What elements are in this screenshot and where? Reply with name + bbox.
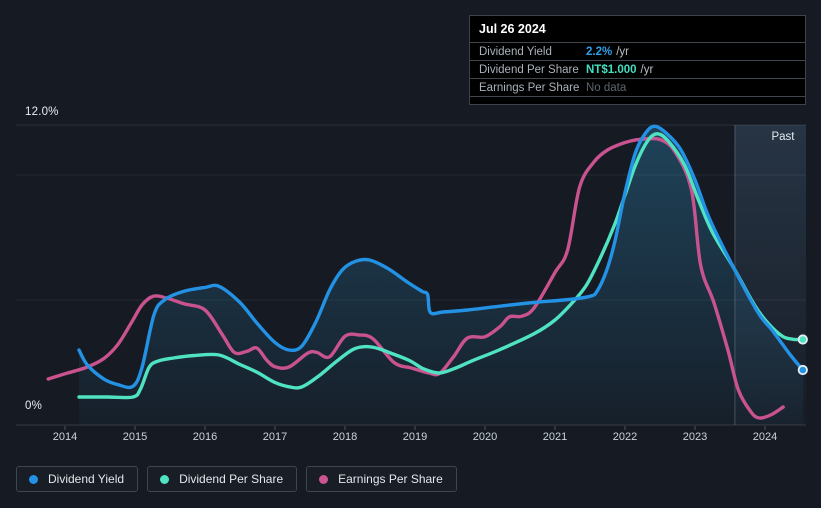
y-axis-label-bottom: 0%: [25, 400, 43, 412]
x-axis-label: 2023: [682, 431, 708, 443]
legend-dot-icon: [29, 474, 38, 484]
tooltip-label: Earnings Per Share: [479, 81, 580, 94]
x-axis-label: 2022: [612, 431, 638, 443]
tooltip-row-earnings-per-share: Earnings Per Share No data: [470, 78, 805, 97]
legend-item-label: Dividend Yield: [48, 472, 125, 486]
tooltip-row-dividend-yield: Dividend Yield 2.2% /yr: [470, 42, 805, 60]
tooltip-value-suffix: /yr: [640, 63, 654, 76]
tooltip-date: Jul 26 2024: [479, 22, 546, 36]
x-axis-label: 2017: [262, 431, 288, 443]
x-axis-label: 2019: [402, 431, 428, 443]
x-axis-label: 2015: [122, 431, 148, 443]
tooltip-label: Dividend Yield: [479, 45, 552, 58]
tooltip-label: Dividend Per Share: [479, 63, 579, 76]
tooltip-value: 2.2%: [586, 45, 613, 58]
x-axis-label: 2020: [472, 431, 498, 443]
legend-item-dividend-yield[interactable]: Dividend Yield: [16, 466, 139, 492]
legend-dot-icon: [160, 474, 170, 484]
x-axis-label: 2016: [192, 431, 218, 443]
legend-item-label: Earnings Per Share: [338, 472, 443, 486]
x-axis-label: 2018: [332, 431, 358, 443]
chart-legend: Dividend Yield Dividend Per Share Earnin…: [16, 466, 457, 492]
legend-item-dividend-per-share[interactable]: Dividend Per Share: [147, 466, 298, 492]
tooltip-row-dividend-per-share: Dividend Per Share NT$1.000 /yr: [470, 60, 805, 78]
legend-dot-icon: [319, 474, 329, 484]
past-period-label: Past: [771, 131, 795, 143]
legend-item-label: Dividend Per Share: [179, 472, 284, 486]
x-axis-label: 2024: [752, 431, 778, 443]
x-axis-label: 2021: [542, 431, 568, 443]
legend-item-earnings-per-share[interactable]: Earnings Per Share: [306, 466, 457, 492]
tooltip-value: NT$1.000: [586, 63, 637, 76]
x-axis-label: 2014: [52, 431, 78, 443]
chart-tooltip: Jul 26 2024 Dividend Yield 2.2% /yr Divi…: [469, 15, 806, 105]
y-axis-label-top: 12.0%: [25, 106, 59, 118]
tooltip-value: No data: [586, 81, 627, 94]
tooltip-value-suffix: /yr: [616, 45, 629, 58]
